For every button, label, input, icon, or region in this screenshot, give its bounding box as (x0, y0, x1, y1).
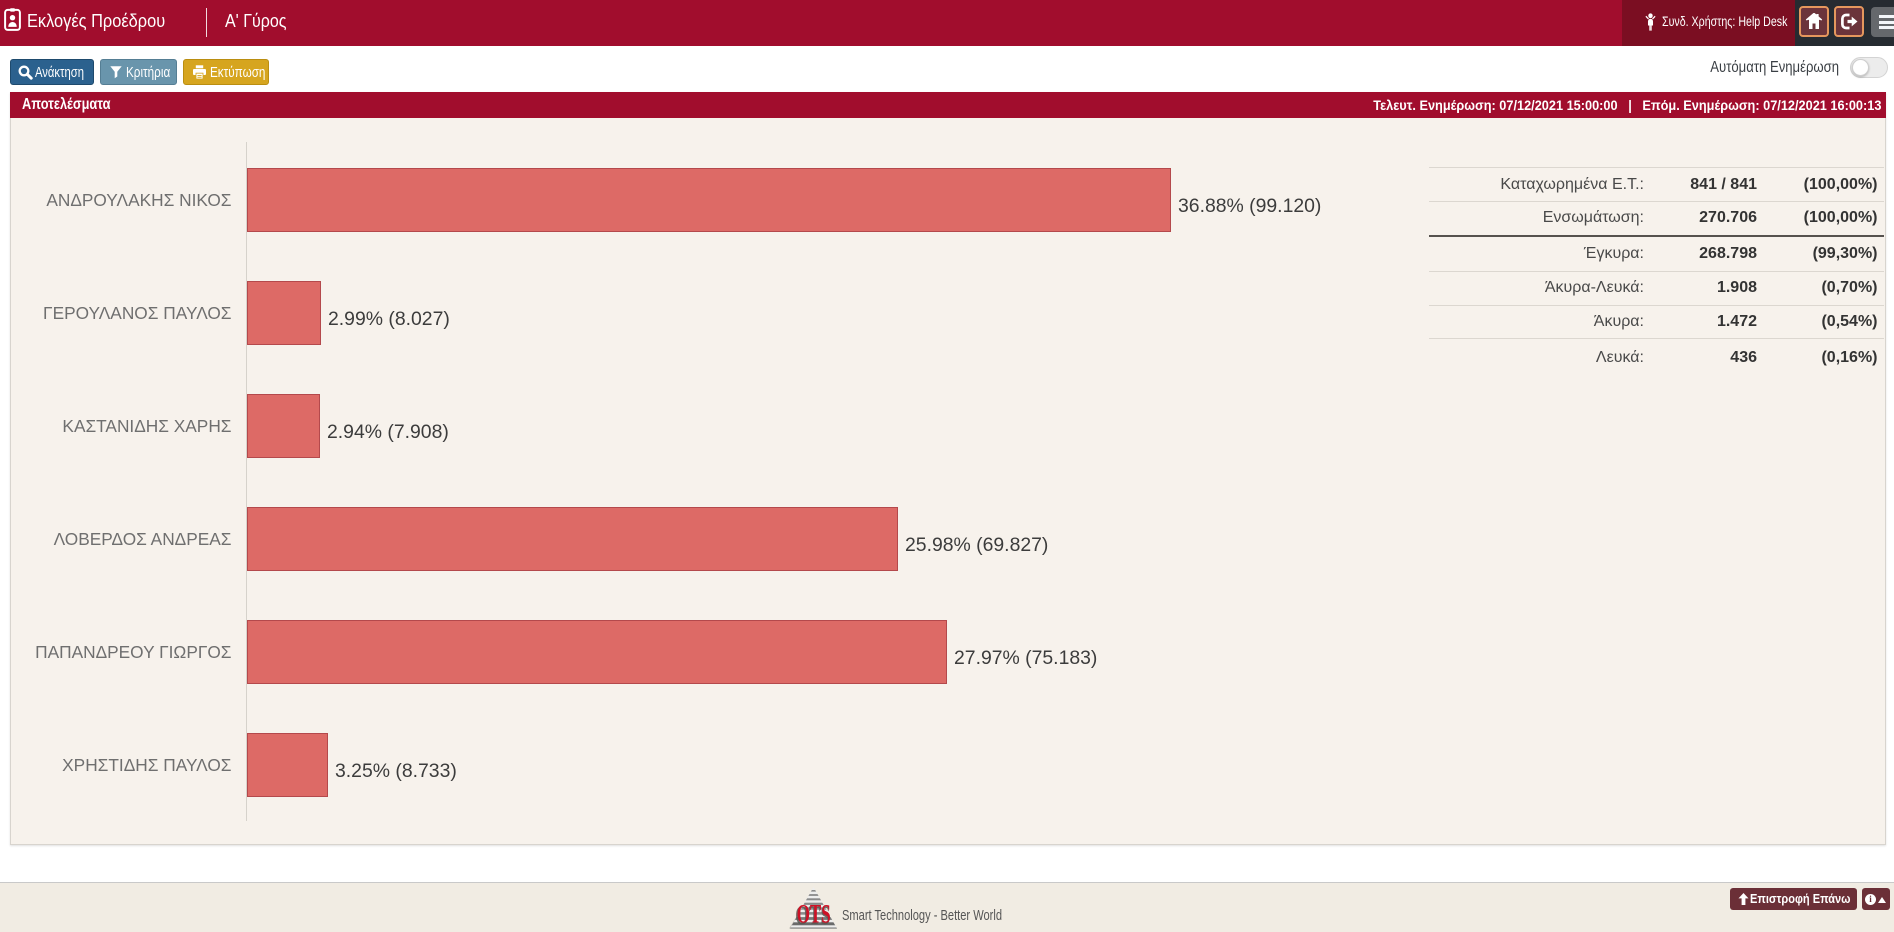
svg-text:OTS: OTS (795, 901, 830, 930)
svg-text:OTS: OTS (797, 900, 831, 929)
